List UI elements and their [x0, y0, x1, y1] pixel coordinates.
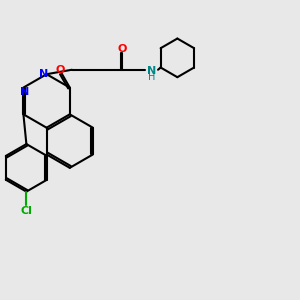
Text: O: O — [56, 65, 65, 75]
Text: O: O — [118, 44, 127, 54]
Text: Cl: Cl — [20, 206, 32, 216]
Text: H: H — [148, 72, 155, 82]
Text: N: N — [39, 69, 48, 79]
Text: N: N — [147, 66, 156, 76]
Text: N: N — [20, 87, 29, 97]
